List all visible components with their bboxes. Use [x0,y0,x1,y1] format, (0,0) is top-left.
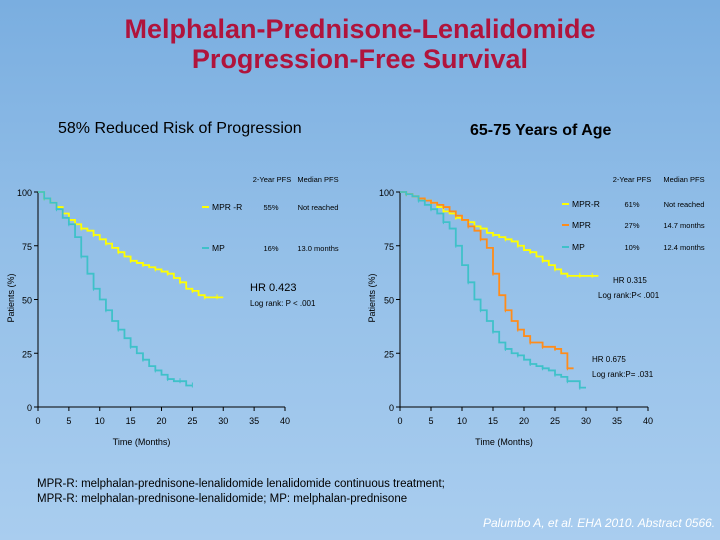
legend-2yr-pfs-value: 10% [624,243,639,252]
y-tick-label: 0 [389,403,394,413]
footnote: MPR-R: melphalan-prednisone-lenalidomide… [37,477,445,507]
legend-label: MP [572,242,585,252]
footnote-line-1: MPR-R: melphalan-prednisone-lenalidomide… [37,478,445,490]
annotation-hr1: HR 0.315 [613,276,647,285]
legend-median-pfs-value: 14.7 months [663,221,705,230]
x-tick-label: 35 [249,416,259,426]
citation: Palumbo A, et al. EHA 2010. Abstract 056… [483,516,716,530]
y-axis-label: Patients (%) [6,273,16,322]
y-tick-label: 100 [17,188,32,198]
x-tick-label: 10 [95,416,105,426]
legend-label: MPR-R [572,199,600,209]
x-tick-label: 10 [457,416,467,426]
legend-median-pfs-value: 13.0 months [297,244,339,253]
legend-2yr-pfs-value: 61% [624,200,639,209]
table-header-median-pfs: Median PFS [663,175,704,184]
series-line-mp [38,191,193,387]
x-axis-label: Time (Months) [475,437,533,447]
annotation-hr: HR 0.423 [250,282,296,294]
title-line-2: Progression-Free Survival [191,44,529,74]
table-header-2yr-pfs: 2-Year PFS [613,175,652,184]
x-tick-label: 0 [35,416,40,426]
annotation-logrank: Log rank: P < .001 [250,299,316,308]
x-tick-label: 5 [428,416,433,426]
y-tick-label: 50 [384,296,394,306]
title-line-1: Melphalan-Prednisone-Lenalidomide [124,14,596,44]
x-tick-label: 30 [581,416,591,426]
x-tick-label: 20 [519,416,529,426]
y-tick-label: 75 [22,242,32,252]
x-tick-label: 15 [126,416,136,426]
x-tick-label: 40 [643,416,653,426]
y-tick-label: 25 [384,349,394,359]
x-tick-label: 35 [612,416,622,426]
subtitle-left: 58% Reduced Risk of Progression [58,120,302,137]
y-tick-label: 75 [384,242,394,252]
table-header-2yr-pfs: 2-Year PFS [253,175,292,184]
y-tick-label: 50 [22,296,32,306]
annotation-logrank2: Log rank:P= .031 [592,370,654,379]
subtitle-right: 65-75 Years of Age [470,122,612,139]
x-axis-label: Time (Months) [113,437,171,447]
legend-2yr-pfs-value: 55% [263,203,278,212]
legend-median-pfs-value: Not reached [298,203,339,212]
legend-label: MPR [572,220,591,230]
series-line-mp [400,191,586,389]
x-tick-label: 15 [488,416,498,426]
y-tick-label: 100 [379,188,394,198]
series-line-mpr [400,191,574,370]
annotation-hr2: HR 0.675 [592,355,626,364]
x-tick-label: 25 [550,416,560,426]
y-axis-label: Patients (%) [367,273,377,322]
x-tick-label: 25 [187,416,197,426]
footnote-line-2: MPR-R: melphalan-prednisone-lenalidomide… [37,493,408,505]
legend-2yr-pfs-value: 27% [624,221,639,230]
y-tick-label: 0 [27,403,32,413]
x-tick-label: 20 [156,416,166,426]
x-tick-label: 5 [66,416,71,426]
legend-median-pfs-value: Not reached [664,200,705,209]
legend-label: MPR -R [212,202,242,212]
x-tick-label: 0 [397,416,402,426]
table-header-median-pfs: Median PFS [297,175,338,184]
x-tick-label: 40 [280,416,290,426]
legend-2yr-pfs-value: 16% [263,244,278,253]
x-tick-label: 30 [218,416,228,426]
legend-label: MP [212,243,225,253]
page-title: Melphalan-Prednisone-Lenalidomide Progre… [0,14,720,74]
annotation-logrank1: Log rank:P< .001 [598,291,660,300]
series-line-mpr-r [38,191,224,299]
y-tick-label: 25 [22,349,32,359]
legend-median-pfs-value: 12.4 months [663,243,705,252]
